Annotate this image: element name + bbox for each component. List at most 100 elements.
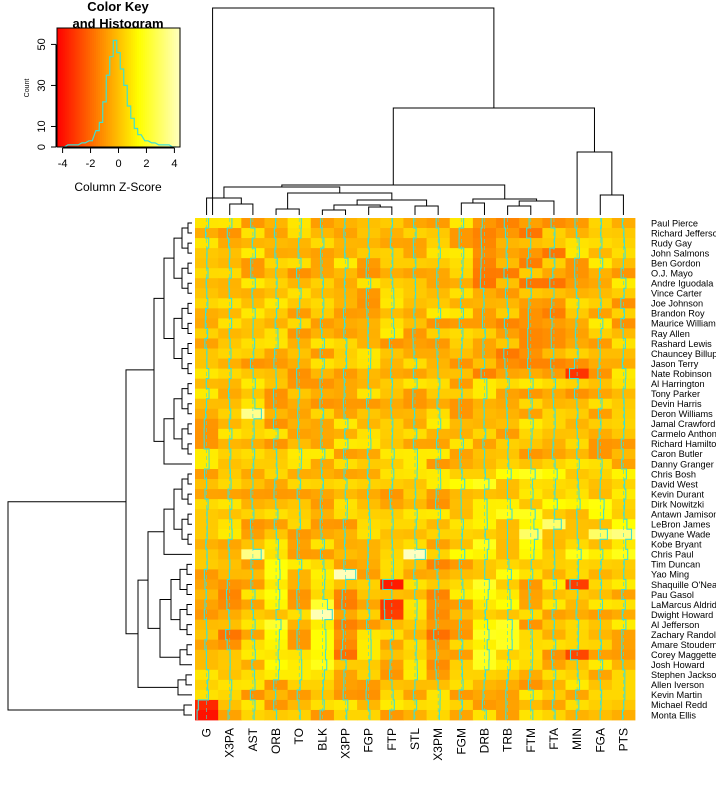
dendrogram-branch xyxy=(181,388,188,410)
dendrogram-branch xyxy=(186,604,192,616)
row-label: Dirk Nowitzki xyxy=(651,499,704,509)
dendrogram-branch xyxy=(229,203,254,215)
heatmap-cell xyxy=(287,358,312,369)
row-label: Rudy Gay xyxy=(651,238,692,248)
heatmap-cell xyxy=(264,639,289,651)
heatmap-cell xyxy=(310,448,335,460)
heatmap-cell xyxy=(588,499,613,510)
dendrogram-branch xyxy=(186,644,192,656)
key-color-segment xyxy=(167,28,171,147)
key-color-segment xyxy=(177,28,181,147)
row-label: Maurice Williams xyxy=(651,319,716,329)
heatmap-cell xyxy=(380,448,404,460)
heatmap-cell xyxy=(519,469,543,480)
heatmap-cell xyxy=(264,679,289,691)
row-label: LeBron James xyxy=(651,520,711,530)
dendrogram-branch xyxy=(159,599,180,658)
heatmap-cell xyxy=(287,268,312,279)
heatmap-cell xyxy=(611,308,636,319)
heatmap-cell xyxy=(611,378,636,390)
column-trace xyxy=(340,218,357,720)
key-color-segment xyxy=(108,28,111,147)
heatmap-cell xyxy=(357,539,381,550)
row-label: Corey Maggette xyxy=(651,650,716,660)
heatmap-cell xyxy=(287,679,312,691)
heatmap-cell xyxy=(611,519,636,530)
heatmap-cell xyxy=(310,589,335,600)
heatmap-cell xyxy=(287,428,312,440)
column-label: ORB xyxy=(269,728,283,754)
dendrogram-branch xyxy=(507,205,532,215)
heatmap-cell xyxy=(611,268,636,279)
row-label: Tony Parker xyxy=(651,389,700,399)
heatmap-cell xyxy=(542,639,566,651)
dendrogram-branch xyxy=(187,403,192,415)
column-trace xyxy=(503,218,513,720)
key-y-label: Count xyxy=(24,79,31,98)
column-label: FGM xyxy=(454,728,468,755)
heatmap-cell xyxy=(195,609,219,620)
heatmap-cell xyxy=(449,238,474,249)
key-x-tick-label: 0 xyxy=(115,158,121,170)
heatmap-cell xyxy=(426,238,451,249)
column-label: X3PP xyxy=(339,728,353,759)
dendrogram-branch xyxy=(187,343,192,355)
column-trace xyxy=(568,218,582,720)
heatmap-cell xyxy=(519,659,543,671)
key-color-segment xyxy=(79,28,83,147)
heatmap-cell xyxy=(241,308,265,319)
key-color-segment xyxy=(175,28,179,147)
dendrogram-branch xyxy=(187,302,192,314)
heatmap-cell xyxy=(264,519,289,530)
heatmap-cell xyxy=(357,238,381,249)
heatmap-cell xyxy=(333,308,358,319)
heatmap-cell xyxy=(611,589,636,600)
heatmap-cell xyxy=(403,338,427,349)
key-color-segment xyxy=(169,28,173,147)
heatmap-cell xyxy=(310,569,335,580)
heatmap-cell xyxy=(588,218,613,229)
heatmap-cell xyxy=(357,358,381,369)
heatmap-cell xyxy=(380,288,404,299)
heatmap-cell xyxy=(241,288,265,299)
key-color-segment xyxy=(89,28,93,147)
column-label: TRB xyxy=(501,728,515,752)
row-label: Shaquille O'Neal xyxy=(651,580,716,590)
key-y-tick-label: 50 xyxy=(36,38,48,50)
heatmap-cell xyxy=(496,428,520,440)
heatmap-cell xyxy=(611,639,636,651)
row-label: Andre Iguodala xyxy=(651,279,714,289)
column-trace xyxy=(365,218,372,720)
heatmap-cell xyxy=(241,639,265,651)
heatmap-cell xyxy=(310,408,335,420)
heatmap-cell xyxy=(241,679,265,691)
column-trace xyxy=(526,218,539,720)
heatmap-cell xyxy=(218,268,242,279)
column-label: FTP xyxy=(385,728,399,751)
heatmap-cell xyxy=(588,699,613,711)
row-label: Jason Terry xyxy=(651,359,699,369)
heatmap-cell xyxy=(333,639,358,651)
heatmap-cell xyxy=(565,448,590,460)
heatmap-cell xyxy=(310,519,335,530)
heatmap-cell xyxy=(264,469,289,480)
heatmap-cell xyxy=(449,469,474,480)
heatmap-cell xyxy=(519,609,543,620)
heatmap-cell xyxy=(241,268,265,279)
trace-lines xyxy=(196,218,633,720)
column-trace xyxy=(458,218,466,720)
heatmap-cell xyxy=(588,448,613,460)
heatmap-cell xyxy=(195,699,219,711)
heatmap-cell xyxy=(542,609,566,620)
heatmap-cell xyxy=(264,358,289,369)
key-y-tick-label: 10 xyxy=(36,120,48,132)
heatmap-cell xyxy=(611,609,636,620)
heatmap-cell xyxy=(357,338,381,349)
key-color-segment xyxy=(124,28,128,147)
dendrogram-branch xyxy=(173,317,182,360)
key-title-line2: and Histogram xyxy=(72,16,163,31)
heatmap-cell xyxy=(310,639,335,651)
heatmap-cell xyxy=(218,448,242,460)
heatmap-cell xyxy=(195,218,219,229)
column-label: FTA xyxy=(547,728,561,750)
